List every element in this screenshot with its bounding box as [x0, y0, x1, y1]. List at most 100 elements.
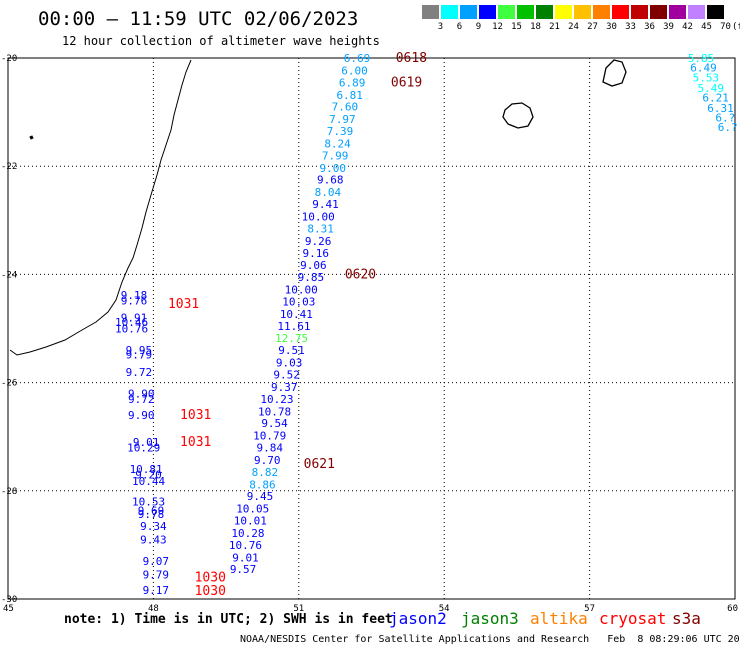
legend-label: 45 — [701, 22, 712, 32]
swh-value: 10.76 — [115, 323, 148, 336]
swh-value: 10.79 — [253, 430, 286, 443]
legend-label: 42 — [682, 22, 693, 32]
swh-value: 6.69 — [344, 52, 371, 65]
satellite-jason2: jason2 — [389, 609, 447, 628]
swh-value: 9.03 — [276, 357, 303, 370]
legend-swatch — [650, 5, 668, 19]
swh-value: 9.68 — [317, 174, 344, 187]
swh-value: 9.54 — [261, 417, 288, 430]
satellite-altika: altika — [530, 609, 588, 628]
legend-label: 6 — [456, 22, 463, 32]
legend-swatch — [441, 5, 459, 19]
swh-value: 6.49 — [690, 62, 717, 75]
swh-value: 6.31 — [707, 102, 734, 115]
legend-swatch — [460, 5, 478, 19]
swh-value: 9.95 — [126, 344, 153, 357]
latitude-label: -22 — [1, 162, 17, 172]
swh-value: 10.41 — [280, 308, 313, 321]
legend-swatch — [631, 5, 649, 19]
legend-swatch — [669, 5, 687, 19]
track-time-label: 0621 — [304, 457, 335, 472]
swh-value: 10.00 — [285, 284, 318, 297]
swh-value: 9.78 — [138, 508, 165, 521]
swh-value: 10.28 — [231, 527, 264, 540]
map-title: 00:00 – 11:59 UTC 02/06/2023 — [38, 8, 359, 30]
swh-value: 10.81 — [130, 463, 163, 476]
latitude-labels: -20 -22 -24 -26 -28 -30 — [1, 54, 17, 605]
latitude-label: -26 — [1, 379, 17, 389]
track-time-label: 0620 — [345, 267, 376, 282]
swh-value: 9.79 — [126, 348, 153, 361]
footnote: note: 1) Time is in UTC; 2) SWH is in fe… — [64, 612, 393, 627]
map-subtitle: 12 hour collection of altimeter wave hei… — [62, 34, 380, 48]
legend-swatch — [593, 5, 611, 19]
legend-swatch — [612, 5, 630, 19]
swh-value: 9.26 — [305, 235, 332, 248]
longitude-label: 60 — [727, 604, 738, 614]
track-time-label: 1031 — [168, 297, 199, 312]
legend-swatch — [479, 5, 497, 19]
legend-label: 70 — [720, 22, 731, 32]
swh-value: 9.79 — [143, 569, 170, 582]
swh-value: 6.00 — [341, 64, 368, 77]
swh-value: 12.75 — [275, 332, 308, 345]
legend-label: 39 — [663, 22, 674, 32]
swh-value: 9.70 — [254, 454, 281, 467]
swh-value: 8.24 — [324, 137, 351, 150]
longitude-label: 48 — [148, 604, 159, 614]
legend-swatch — [422, 5, 440, 19]
swh-value: 10.46 — [115, 316, 148, 329]
swh-value: 9.85 — [298, 271, 325, 284]
swh-value: 9.57 — [230, 563, 257, 576]
swh-value: 8.86 — [249, 478, 276, 491]
longitude-label: 51 — [293, 604, 304, 614]
swh-value: 10.00 — [302, 211, 335, 224]
swh-value: 9.01 — [133, 436, 160, 449]
swh-value: 6.21 — [702, 91, 729, 104]
track-time-label: 1031 — [180, 435, 211, 450]
swh-value: 6.? — [718, 121, 738, 134]
small-islet — [29, 135, 34, 140]
legend-label: 12 — [492, 22, 503, 32]
legend-label: 24 — [568, 22, 579, 32]
swh-value: 9.52 — [273, 368, 300, 381]
legend-label: 27 — [587, 22, 598, 32]
legend-swatch — [536, 5, 554, 19]
swh-value: 9.00 — [319, 162, 346, 175]
swh-value: 5.49 — [698, 82, 725, 95]
swh-value: 10.03 — [282, 295, 315, 308]
swh-value: 8.82 — [252, 466, 279, 479]
swh-value: 9.01 — [232, 551, 259, 564]
credit-line: NOAA/NESDIS Center for Satellite Applica… — [240, 634, 740, 645]
swh-value: 10.05 — [236, 503, 269, 516]
swh-value: 5.85 — [688, 52, 715, 65]
longitude-label: 45 — [3, 604, 14, 614]
track-time-label: 0618 — [396, 51, 427, 66]
latitude-label: -28 — [1, 487, 17, 497]
swh-value: 9.90 — [128, 409, 155, 422]
longitude-label: 54 — [439, 604, 450, 614]
satellite-jason3: jason3 — [461, 609, 519, 628]
swh-value: 9.34 — [140, 520, 167, 533]
legend-label: 18 — [530, 22, 541, 32]
track-time-label: 1030 — [195, 570, 226, 585]
swh-value: 9.76 — [121, 294, 148, 307]
swh-value: 6.89 — [339, 76, 366, 89]
swh-value: 6.81 — [336, 89, 363, 102]
swh-value: 7.60 — [332, 101, 359, 114]
swh-value: 8.31 — [307, 222, 334, 235]
swh-value: 10.23 — [260, 393, 293, 406]
madagascar-coastline — [9, 59, 192, 356]
legend-label: 9 — [475, 22, 482, 32]
swh-value: 10.53 — [132, 496, 165, 509]
swh-value: 9.72 — [128, 393, 155, 406]
swh-value: 9.07 — [143, 555, 170, 568]
track-time-label: 0619 — [391, 75, 422, 90]
swh-value: 9.90 — [128, 387, 155, 400]
swh-value: 9.84 — [256, 442, 283, 455]
wave-height-values: 6.696.006.896.817.607.977.398.247.999.00… — [115, 52, 738, 597]
swh-value: 9.18 — [121, 289, 148, 302]
swh-value: 7.99 — [322, 149, 349, 162]
swh-value: 9.69 — [138, 504, 165, 517]
swh-value: 8.04 — [315, 186, 342, 199]
